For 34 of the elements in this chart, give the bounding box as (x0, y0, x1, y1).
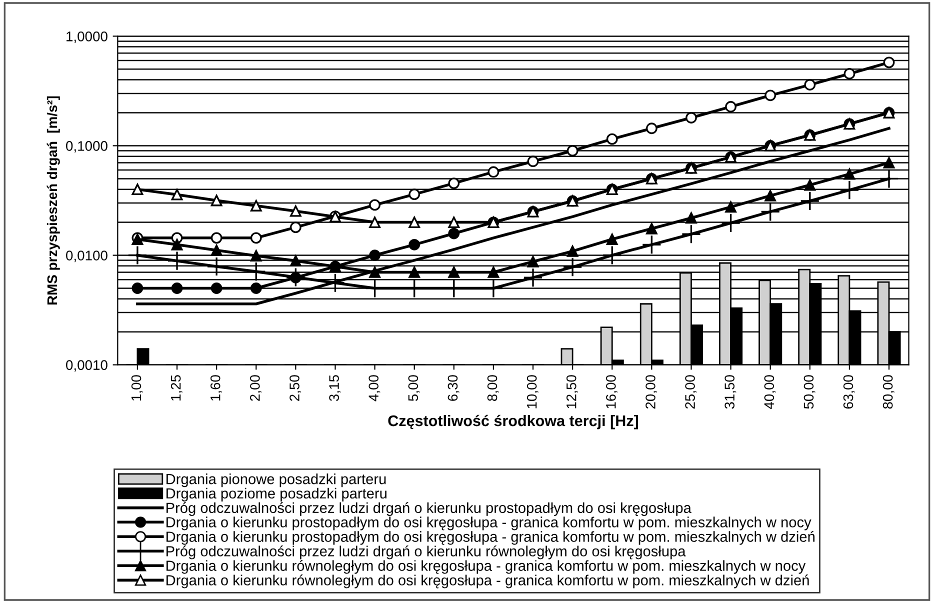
x-tick-label: 40,00 (764, 375, 776, 409)
x-axis-title: Częstotliwość środkowa tercji [Hz] (388, 414, 638, 430)
x-tick-label: 80,00 (882, 375, 894, 409)
y-tick-label: 0,1000 (66, 141, 108, 153)
legend-label: Drgania pionowe posadzki parteru (166, 474, 386, 488)
x-tick-label: 2,00 (250, 375, 262, 401)
legend-label: Drgania poziome posadzki parteru (166, 488, 386, 502)
legend-label: Drgania o kierunku prostopadłym do osi kręgosłupa - granica komfortu w pom. mieszkalnych w nocy (166, 516, 812, 530)
legend-label: Próg odczuwalności przez ludzi drgań o kierunku prostopadłym do osi kręgosłupa (166, 502, 692, 516)
y-axis-title: RMS przyspieszeń drgań [m/s²] (46, 96, 60, 305)
legend-label: Drgania o kierunku prostopadłym do osi kręgosłupa - granica komfortu w pom. mieszkalnych w dzień (166, 531, 814, 545)
x-tick-label: 2,50 (290, 375, 302, 401)
x-tick-label: 3,15 (329, 375, 341, 402)
x-tick-label: 1,00 (131, 375, 143, 401)
x-tick-label: 20,00 (646, 375, 658, 409)
x-tick-label: 16,00 (606, 375, 618, 408)
y-tick-label: 0,0100 (66, 250, 108, 262)
y-tick-label: 1,0000 (66, 32, 108, 43)
x-tick-label: 8,00 (487, 375, 499, 401)
x-tick-label: 4,00 (368, 375, 380, 402)
legend-label: Próg odczuwalności przez ludzi drgań o kierunku równoległym do osi kręgosłupa (166, 546, 686, 560)
x-tick-label: 1,60 (210, 375, 222, 401)
x-tick-label: 10,00 (526, 375, 538, 408)
x-tick-label: 63,00 (843, 375, 855, 409)
x-tick-label: 31,50 (724, 375, 736, 409)
x-tick-label: 1,25 (170, 375, 182, 401)
x-tick-label: 25,00 (685, 375, 697, 409)
y-tick-label: 0,0010 (66, 360, 108, 372)
legend-label: Drgania o kierunku równoległym do osi kręgosłupa - granica komfortu w pom. mieszkalnych w nocy (166, 560, 806, 574)
x-tick-label: 6,30 (448, 375, 460, 401)
x-tick-label: 5,00 (408, 375, 420, 402)
x-tick-label: 12,50 (566, 375, 578, 408)
legend-label: Drgania o kierunku równoległym do osi kręgosłupa - granica komfortu w pom. mieszkalnych w dzień (166, 574, 809, 588)
x-tick-label: 50,00 (804, 375, 816, 409)
